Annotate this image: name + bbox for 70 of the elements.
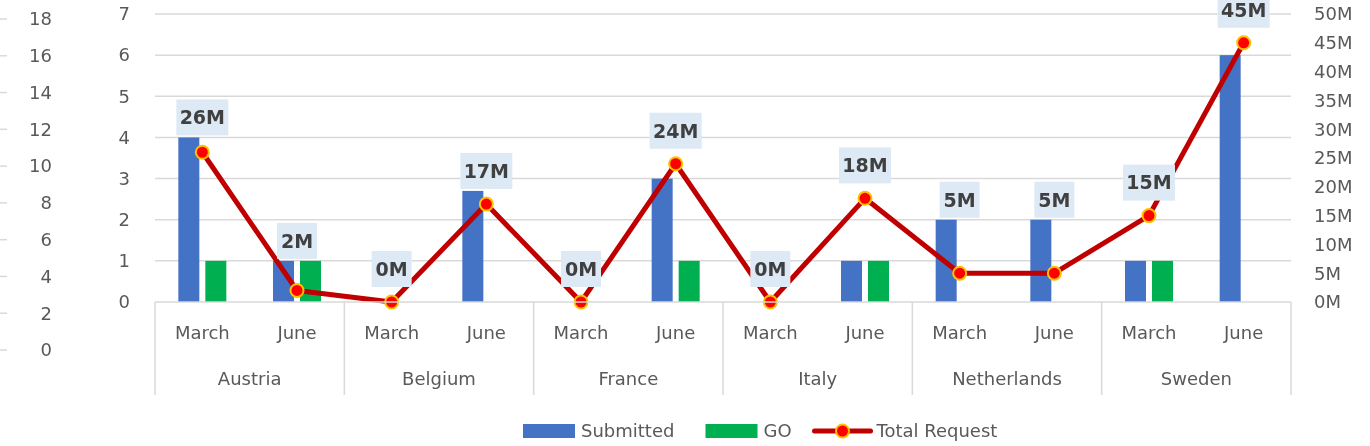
y-tick-label: 7	[118, 3, 130, 25]
bar	[1125, 260, 1146, 302]
data-label: 5M	[1038, 188, 1071, 211]
text: Belgium	[402, 368, 476, 390]
y3-tick-label: 2	[40, 302, 52, 324]
y-tick-label: 3	[118, 167, 130, 189]
y2-tick-label: 25M	[1314, 147, 1353, 169]
legend-label: Submitted	[581, 420, 675, 442]
y-tick-label: 1	[118, 250, 130, 272]
y2-tick-label: 15M	[1314, 204, 1353, 226]
data-label: 24M	[652, 119, 699, 142]
y2-tick-label: 20M	[1314, 176, 1353, 198]
x-tick-label: June	[465, 322, 506, 344]
x-tick-label: March	[932, 322, 988, 344]
x-tick-label: March	[364, 322, 420, 344]
x-tick-label: June	[1223, 322, 1264, 344]
y-tick-label: 2	[118, 209, 130, 231]
text: Netherlands	[952, 368, 1062, 390]
bar	[651, 178, 673, 302]
y2-tick-label: 50M	[1314, 3, 1353, 25]
x-tick-label: June	[844, 322, 885, 344]
data-label: 17M	[463, 159, 510, 182]
text: France	[598, 368, 659, 390]
data-label: 0M	[564, 257, 598, 280]
x-tick-label: March	[742, 322, 798, 344]
y3-tick-label: 0	[40, 339, 52, 361]
text: Austria	[217, 368, 282, 390]
y3-tick-label: 10	[29, 155, 52, 177]
y2-tick-label: 10M	[1314, 233, 1353, 255]
y3-tick-label: 14	[29, 81, 52, 103]
x-tick-label: March	[553, 322, 609, 344]
x-tick-label: March	[1121, 322, 1177, 344]
text: Sweden	[1160, 368, 1232, 390]
bar	[205, 260, 227, 302]
y3-tick-label: 12	[29, 118, 52, 140]
bar	[841, 260, 862, 302]
y3-tick-label: 8	[40, 192, 52, 214]
y-tick-label: 5	[118, 85, 130, 107]
text: Italy	[798, 368, 838, 390]
x-tick-label: June	[276, 322, 317, 344]
y2-tick-label: 45M	[1314, 32, 1353, 54]
legend-label: Total Request	[875, 420, 998, 442]
bar	[868, 260, 889, 302]
y3-tick-label: 16	[29, 45, 52, 67]
y2-tick-label: 5M	[1314, 262, 1341, 284]
legend-label: GO	[763, 420, 792, 442]
bar	[1219, 55, 1241, 302]
y3-tick-label: 18	[29, 8, 52, 30]
data-label: 18M	[842, 154, 888, 177]
x-tick-label: June	[1033, 322, 1074, 344]
x-tick-label: June	[655, 322, 696, 344]
y-tick-label: 4	[118, 126, 130, 148]
data-label: 45M	[1220, 0, 1267, 21]
data-label: 26M	[179, 106, 226, 129]
y3-tick-label: 4	[40, 265, 52, 287]
data-label: 5M	[943, 188, 976, 211]
y2-tick-label: 40M	[1314, 60, 1353, 82]
data-label: 0M	[754, 257, 787, 280]
data-label: 15M	[1126, 171, 1172, 194]
data-label: 0M	[375, 257, 408, 280]
y2-tick-label: 0M	[1314, 291, 1341, 313]
x-tick-label: March	[174, 322, 230, 344]
y2-tick-label: 35M	[1314, 89, 1353, 111]
bar	[1152, 260, 1173, 302]
y3-tick-label: 6	[40, 228, 52, 250]
y-tick-label: 6	[118, 44, 130, 66]
y-tick-label: 0	[118, 291, 130, 313]
data-label: 2M	[280, 229, 314, 252]
y2-tick-label: 30M	[1314, 118, 1353, 140]
bar	[678, 260, 700, 302]
